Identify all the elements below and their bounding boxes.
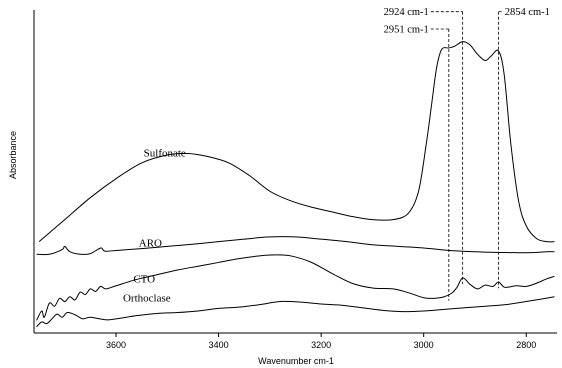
series-label-cto: CTO	[133, 274, 155, 286]
series-line-cto	[36, 254, 555, 321]
series-label-orthoclase: Orthoclase	[123, 293, 171, 305]
x-tick-label-3200: 3200	[311, 340, 331, 350]
y-axis-title: Absorbance	[8, 131, 18, 179]
x-axis-ticks: 3600 3400 3200 3000 2800	[106, 333, 536, 350]
spectra	[36, 41, 555, 328]
series-line-sulfonate	[38, 41, 555, 243]
series-labels: Sulfonate ARO CTO Orthoclase	[123, 148, 186, 305]
peak-label-2924: 2924 cm-1	[384, 7, 429, 18]
x-axis-title: Wavenumber cm-1	[258, 356, 334, 366]
x-tick-label-3600: 3600	[106, 340, 126, 350]
plot-area: 3600 3400 3200 3000 2800 Sulfonate ARO CTO Orth…	[33, 7, 557, 350]
x-tick-label-3000: 3000	[414, 340, 434, 350]
series-label-aro: ARO	[139, 237, 162, 249]
x-tick-label-3400: 3400	[209, 340, 229, 350]
peak-annotations: 2924 cm-1 2951 cm-1 2854 cm-1	[384, 7, 550, 301]
x-tick-label-2800: 2800	[516, 340, 536, 350]
series-line-aro	[36, 236, 555, 256]
series-label-sulfonate: Sulfonate	[144, 148, 186, 160]
peak-label-2951: 2951 cm-1	[384, 25, 429, 36]
series-line-orthoclase	[36, 296, 555, 328]
peak-label-2854: 2854 cm-1	[505, 7, 550, 18]
